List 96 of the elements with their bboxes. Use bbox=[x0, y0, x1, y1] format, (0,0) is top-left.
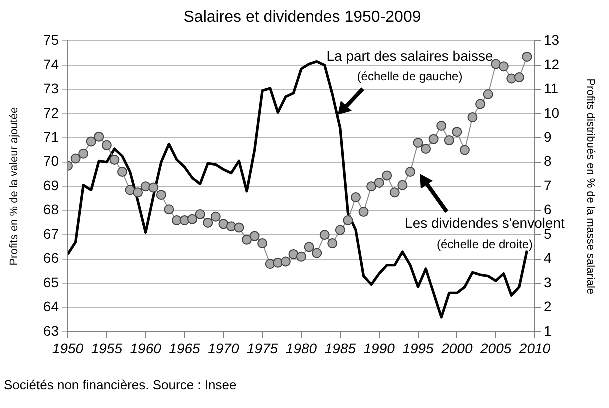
point bbox=[320, 230, 330, 240]
y-axis-title: Profits en % de la valeur ajoutée bbox=[8, 107, 21, 266]
point bbox=[78, 148, 89, 159]
x-tick-label: 1970 bbox=[208, 340, 240, 356]
y2-tick-label: 12 bbox=[544, 56, 560, 72]
point bbox=[483, 90, 494, 100]
y-tick-label: 67 bbox=[43, 226, 60, 242]
point bbox=[328, 238, 338, 249]
point bbox=[258, 238, 268, 249]
y-tick-label: 66 bbox=[43, 250, 60, 266]
y2-tick-label: 10 bbox=[544, 104, 560, 121]
point bbox=[195, 209, 206, 220]
y-tick-label: 63 bbox=[43, 322, 60, 339]
point bbox=[133, 188, 144, 198]
y-tick-label: 69 bbox=[43, 177, 60, 194]
point bbox=[358, 207, 369, 218]
point bbox=[280, 256, 291, 267]
point bbox=[188, 214, 198, 224]
point bbox=[444, 136, 454, 146]
x-tick-label: 1995 bbox=[402, 340, 434, 356]
point bbox=[382, 170, 392, 181]
point bbox=[70, 154, 81, 164]
point bbox=[304, 242, 314, 252]
point bbox=[398, 180, 408, 190]
point bbox=[476, 99, 486, 110]
x-tick-label: 1955 bbox=[91, 340, 123, 356]
x-tick-label: 2005 bbox=[480, 340, 512, 356]
point bbox=[312, 248, 322, 258]
point bbox=[218, 219, 229, 230]
point bbox=[522, 52, 532, 62]
point bbox=[452, 127, 462, 138]
point bbox=[366, 182, 377, 192]
point bbox=[405, 167, 416, 178]
point bbox=[413, 138, 424, 148]
x-tick-label: 1960 bbox=[130, 340, 162, 356]
x-tick-label: 1990 bbox=[364, 340, 396, 356]
point bbox=[498, 62, 509, 72]
x-tick-label: 1985 bbox=[324, 340, 356, 356]
y-tick-label: 68 bbox=[43, 202, 60, 218]
point bbox=[296, 252, 306, 262]
point bbox=[436, 121, 447, 132]
point bbox=[335, 225, 346, 236]
y2-tick-label: 3 bbox=[544, 274, 552, 290]
point bbox=[86, 136, 96, 147]
y2-tick-label: 7 bbox=[544, 177, 552, 194]
point bbox=[343, 216, 354, 226]
y-tick-label: 70 bbox=[43, 153, 60, 170]
point bbox=[374, 178, 384, 188]
point bbox=[156, 190, 166, 200]
point bbox=[250, 231, 260, 242]
y2-axis-title: Profits distribués en % de la masse salariale bbox=[584, 78, 596, 295]
text: Sociétés non financières. Source : Insee bbox=[4, 378, 237, 393]
y-tick-label: 74 bbox=[43, 56, 60, 72]
point bbox=[210, 212, 221, 222]
point bbox=[350, 192, 361, 203]
chart-title: Salaires et dividendes 1950-2009 bbox=[184, 9, 422, 26]
point bbox=[234, 222, 244, 233]
x-tick-label: 1980 bbox=[286, 340, 318, 356]
y2-tick-label: 4 bbox=[544, 250, 552, 266]
point bbox=[164, 204, 174, 215]
y2-tick-label: 2 bbox=[544, 298, 552, 315]
x-tick-label: 2010 bbox=[518, 340, 551, 356]
point bbox=[203, 218, 214, 228]
point bbox=[94, 132, 104, 142]
y-tick-label: 73 bbox=[43, 80, 60, 97]
y2-tick-label: 1 bbox=[544, 322, 552, 339]
point bbox=[102, 140, 112, 150]
point bbox=[148, 182, 159, 193]
y2-tick-label: 9 bbox=[544, 128, 552, 145]
y2-tick-label: 6 bbox=[544, 202, 552, 218]
y2-tick-label: 13 bbox=[544, 32, 560, 48]
x-tick-label: 1975 bbox=[247, 340, 278, 356]
point bbox=[110, 154, 120, 165]
point bbox=[125, 185, 136, 196]
point bbox=[428, 134, 439, 144]
point bbox=[468, 112, 478, 123]
y2-tick-label: 8 bbox=[544, 153, 552, 170]
y-tick-label: 72 bbox=[43, 104, 60, 121]
annotation: (échelle de gauche) bbox=[357, 69, 463, 84]
point bbox=[117, 167, 128, 178]
x-tick-label: 2000 bbox=[440, 340, 473, 356]
point bbox=[460, 145, 470, 156]
point bbox=[390, 188, 400, 198]
point bbox=[242, 234, 252, 245]
y-tick-label: 75 bbox=[43, 32, 60, 48]
y-tick-label: 71 bbox=[43, 128, 60, 145]
point bbox=[288, 249, 299, 260]
x-tick-label: 1950 bbox=[52, 340, 84, 356]
annotation: La part des salaires baisse bbox=[326, 48, 494, 64]
point bbox=[421, 144, 432, 154]
y-tick-label: 65 bbox=[43, 274, 60, 290]
x-tick-label: 1965 bbox=[169, 340, 201, 356]
y2-tick-label: 11 bbox=[544, 80, 559, 97]
annotation: (échelle de droite) bbox=[436, 237, 534, 252]
point bbox=[514, 72, 524, 83]
y-tick-label: 64 bbox=[43, 298, 60, 315]
